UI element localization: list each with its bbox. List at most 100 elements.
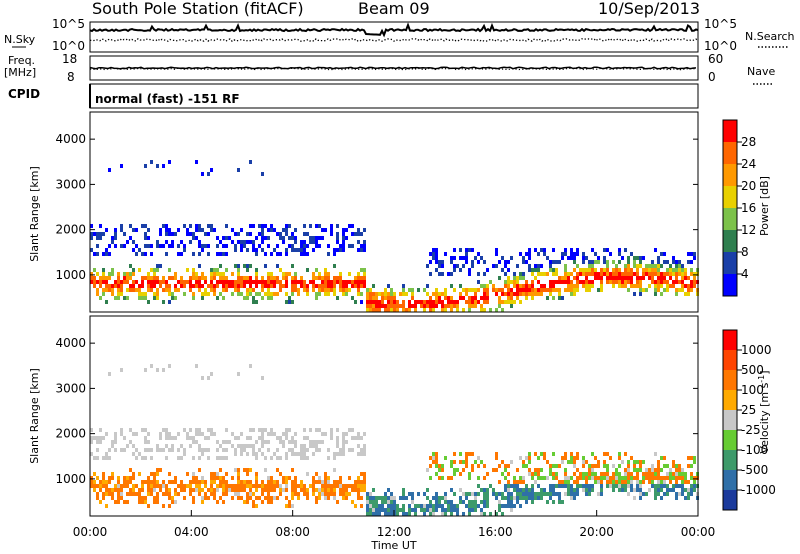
power-cell-668 (357, 284, 360, 288)
velocity-cell-1292 (672, 464, 675, 468)
power-cell-1034 (549, 268, 552, 272)
power-cell-692 (366, 300, 369, 304)
velocity-cell-268 (201, 452, 204, 456)
velocity-cell-70 (117, 496, 120, 500)
velocity-cell-844 (456, 512, 459, 516)
power-cell-1224 (639, 264, 642, 268)
power-cell-125 (144, 164, 147, 168)
velocity-cell-286 (207, 496, 210, 500)
velocity-cell-1027 (543, 492, 546, 496)
velocity-cell-675 (360, 480, 363, 484)
velocity-cell-1323 (687, 456, 690, 460)
power-cell-625 (339, 276, 342, 280)
velocity-cell-517 (294, 476, 297, 480)
power-cell-481 (282, 240, 285, 244)
power-cell-322 (222, 276, 225, 280)
power-cell-418 (258, 244, 261, 248)
power-cell-450 (270, 224, 273, 228)
power-cell-494 (285, 292, 288, 296)
velocity-cell-652 (351, 448, 354, 452)
velocity-cell-692 (366, 504, 369, 508)
power-cell-166 (156, 292, 159, 296)
velocity-cell-146 (150, 472, 153, 476)
power-cell-695 (369, 288, 372, 292)
power-cell-465 (276, 232, 279, 236)
power-cell-1277 (663, 276, 666, 280)
power-cell-969 (519, 272, 522, 276)
velocity-cell-556 (312, 476, 315, 480)
velocity-cell-1264 (657, 484, 660, 488)
power-cell-1153 (606, 248, 609, 252)
velocity-cell-1294 (672, 476, 675, 480)
velocity-cell-862 (465, 504, 468, 508)
velocity-cell-521 (294, 492, 297, 496)
power-cell-82 (123, 272, 126, 276)
velocity-cell-1123 (588, 488, 591, 492)
velocity-cell-1145 (600, 484, 603, 488)
velocity-cell-1070 (564, 492, 567, 496)
power-cell-275 (204, 244, 207, 248)
velocity-cell-491 (285, 480, 288, 484)
power-cell-13 (96, 232, 99, 236)
power-cell-61 (114, 244, 117, 248)
power-cell-1099 (576, 284, 579, 288)
power-cell-512 (291, 300, 294, 304)
velocity-cell-1009 (534, 496, 537, 500)
power-cell-1232 (642, 272, 645, 276)
velocity-cell-451 (270, 432, 273, 436)
velocity-cell-902 (483, 512, 486, 516)
velocity-cell-828 (450, 476, 453, 480)
velocity-cell-603 (330, 484, 333, 488)
power-cell-1217 (636, 268, 639, 272)
power-cell-1198 (627, 268, 630, 272)
power-cell-564 (315, 244, 318, 248)
power-cell-144 (150, 244, 153, 248)
power-cell-663 (357, 240, 360, 244)
power-cell-970 (519, 276, 522, 280)
velocity-cell-519 (294, 484, 297, 488)
velocity-cell-666 (357, 480, 360, 484)
power-cell-658 (354, 280, 357, 284)
power-cell-1303 (675, 288, 678, 292)
velocity-cell-1078 (570, 456, 573, 460)
velocity-cell-345 (234, 436, 237, 440)
power-cell-315 (219, 276, 222, 280)
velocity-cell-26 (99, 488, 102, 492)
velocity-cell-1185 (621, 480, 624, 484)
velocity-cell-835 (453, 460, 456, 464)
power-cell-6 (90, 280, 93, 284)
velocity-cell-1285 (666, 492, 669, 496)
power-cell-964 (516, 284, 519, 288)
power-cell-391 (249, 240, 252, 244)
power-cell-1157 (606, 272, 609, 276)
velocity-cell-1107 (582, 472, 585, 476)
velocity-cell-889 (477, 504, 480, 508)
velocity-cell-858 (465, 460, 468, 464)
power-cell-189 (168, 160, 171, 164)
power-cell-641 (345, 280, 348, 284)
velocity-cell-42 (105, 492, 108, 496)
power-cell-246 (192, 296, 195, 300)
velocity-cell-148 (150, 484, 153, 488)
velocity-cell-1099 (576, 488, 579, 492)
power-cell-986 (525, 288, 528, 292)
velocity-cell-152 (153, 476, 156, 480)
velocity-cell-1161 (609, 476, 612, 480)
power-cell-101 (132, 248, 135, 252)
velocity-cell-941 (507, 480, 510, 484)
velocity-cell-4 (90, 476, 93, 480)
power-cell-600 (330, 224, 333, 228)
power-cell-591 (324, 292, 327, 296)
power-cell-798 (435, 288, 438, 292)
velocity-cell-895 (483, 464, 486, 468)
velocity-cell-886 (477, 476, 480, 480)
power-cell-1006 (534, 268, 537, 272)
velocity-cell-1122 (588, 484, 591, 488)
velocity-cell-479 (282, 432, 285, 436)
velocity-cell-187 (165, 488, 168, 492)
velocity-cell-924 (498, 504, 501, 508)
velocity-cell-1340 (693, 484, 696, 488)
power-cell-601 (330, 228, 333, 232)
time-xlabel: Time UT (370, 539, 416, 552)
velocity-cell-676 (360, 484, 363, 488)
